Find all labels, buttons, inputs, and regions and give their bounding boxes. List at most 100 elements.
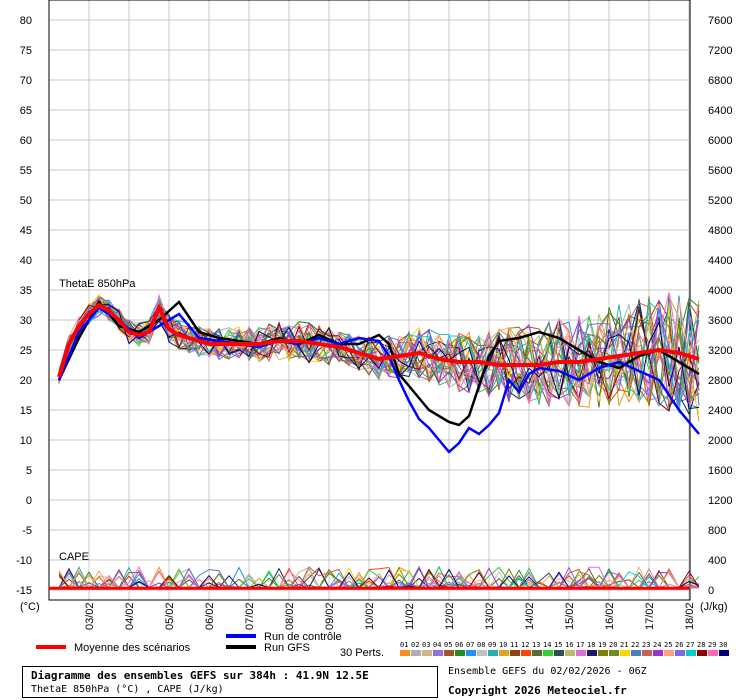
member-number-19: 19 <box>598 641 606 649</box>
run-info: Ensemble GEFS du 02/02/2026 - 06Z <box>448 666 647 677</box>
member-chip-01 <box>400 650 410 656</box>
left-tick-12: 20 <box>20 375 32 387</box>
left-tick-13: 15 <box>20 405 32 417</box>
member-chip-04 <box>433 650 443 656</box>
right-tick-6: 5200 <box>708 195 732 207</box>
member-chip-22 <box>631 650 641 656</box>
member-chip-12 <box>521 650 531 656</box>
member-chip-03 <box>422 650 432 656</box>
caption-title: Diagramme des ensembles GEFS sur 384h : … <box>31 669 369 682</box>
right-axis-ticks: 7600720068006400600056005200480044004000… <box>708 15 732 597</box>
right-tick-0: 7600 <box>708 15 732 27</box>
legend-control-label: Run de contrôle <box>264 631 342 643</box>
member-chip-10 <box>499 650 509 656</box>
member-number-21: 21 <box>620 641 628 649</box>
left-tick-1: 75 <box>20 45 32 57</box>
member-line-28 <box>58 304 700 412</box>
member-number-25: 25 <box>664 641 672 649</box>
x-label-08/02: 08/02 <box>284 602 296 630</box>
member-number-14: 14 <box>543 641 551 649</box>
member-number-29: 29 <box>708 641 716 649</box>
right-tick-17: 800 <box>708 525 726 537</box>
member-number-30: 30 <box>719 641 727 649</box>
x-label-17/02: 17/02 <box>644 602 656 630</box>
member-number-16: 16 <box>565 641 573 649</box>
right-tick-15: 1600 <box>708 465 732 477</box>
right-tick-11: 3200 <box>708 345 732 357</box>
right-tick-1: 7200 <box>708 45 732 57</box>
legend-mean-label: Moyenne des scénarios <box>74 642 191 654</box>
right-tick-5: 5600 <box>708 165 732 177</box>
x-label-03/02: 03/02 <box>84 602 96 630</box>
legend-perts-label: 30 Perts. <box>340 647 384 659</box>
member-chip-18 <box>587 650 597 656</box>
x-label-14/02: 14/02 <box>524 602 536 630</box>
x-label-05/02: 05/02 <box>164 602 176 630</box>
left-tick-5: 55 <box>20 165 32 177</box>
member-chip-15 <box>554 650 564 656</box>
member-number-07: 07 <box>466 641 474 649</box>
legend-gfs-label: Run GFS <box>264 642 310 654</box>
member-chip-16 <box>565 650 575 656</box>
left-tick-17: -5 <box>22 525 32 537</box>
main-series <box>57 299 700 454</box>
member-number-24: 24 <box>653 641 661 649</box>
member-chip-24 <box>653 650 663 656</box>
member-chip-14 <box>543 650 553 656</box>
left-tick-15: 5 <box>26 465 32 477</box>
member-number-03: 03 <box>422 641 430 649</box>
left-tick-10: 30 <box>20 315 32 327</box>
caption-box: Diagramme des ensembles GEFS sur 384h : … <box>22 666 438 698</box>
member-chip-13 <box>532 650 542 656</box>
member-number-17: 17 <box>576 641 584 649</box>
x-label-13/02: 13/02 <box>484 602 496 630</box>
member-chip-07 <box>466 650 476 656</box>
left-tick-6: 50 <box>20 195 32 207</box>
member-legend: 01 02 03 04 05 06 07 08 09 10 11 12 13 14 15 16 17 18 19 20… <box>400 641 729 656</box>
member-number-28: 28 <box>697 641 705 649</box>
member-number-11: 11 <box>510 641 518 649</box>
x-label-16/02: 16/02 <box>604 602 616 630</box>
caption-subtitle: ThetaE 850hPa (°C) , CAPE (J/kg) <box>31 684 224 695</box>
member-number-10: 10 <box>499 641 507 649</box>
series-line-control <box>57 306 700 454</box>
left-tick-0: 80 <box>20 15 32 27</box>
panel-label-thetae: ThetaE 850hPa <box>59 278 136 290</box>
member-number-18: 18 <box>587 641 595 649</box>
member-chip-29 <box>708 650 718 656</box>
x-label-12/02: 12/02 <box>444 602 456 630</box>
member-number-23: 23 <box>642 641 650 649</box>
right-tick-9: 4000 <box>708 285 732 297</box>
left-tick-2: 70 <box>20 75 32 87</box>
member-number-27: 27 <box>686 641 694 649</box>
member-chip-06 <box>455 650 465 656</box>
left-tick-8: 40 <box>20 255 32 267</box>
member-number-05: 05 <box>444 641 452 649</box>
member-number-01: 01 <box>400 641 408 649</box>
right-tick-19: 0 <box>708 585 714 597</box>
left-tick-7: 45 <box>20 225 32 237</box>
right-tick-12: 2800 <box>708 375 732 387</box>
member-chip-30 <box>719 650 729 656</box>
member-line-24 <box>58 300 700 407</box>
right-tick-3: 6400 <box>708 105 732 117</box>
left-axis-unit: (°C) <box>20 601 40 613</box>
member-chip-28 <box>697 650 707 656</box>
panel-label-cape: CAPE <box>59 551 89 563</box>
left-tick-9: 35 <box>20 285 32 297</box>
series-line-mean <box>57 302 700 378</box>
x-label-07/02: 07/02 <box>244 602 256 630</box>
member-chip-20 <box>609 650 619 656</box>
member-number-09: 09 <box>488 641 496 649</box>
member-chip-08 <box>477 650 487 656</box>
member-chip-17 <box>576 650 586 656</box>
x-label-18/02: 18/02 <box>684 602 696 630</box>
right-tick-4: 6000 <box>708 135 732 147</box>
member-number-06: 06 <box>455 641 463 649</box>
member-number-02: 02 <box>411 641 419 649</box>
member-number-15: 15 <box>554 641 562 649</box>
member-chip-21 <box>620 650 630 656</box>
left-tick-19: -15 <box>16 585 32 597</box>
